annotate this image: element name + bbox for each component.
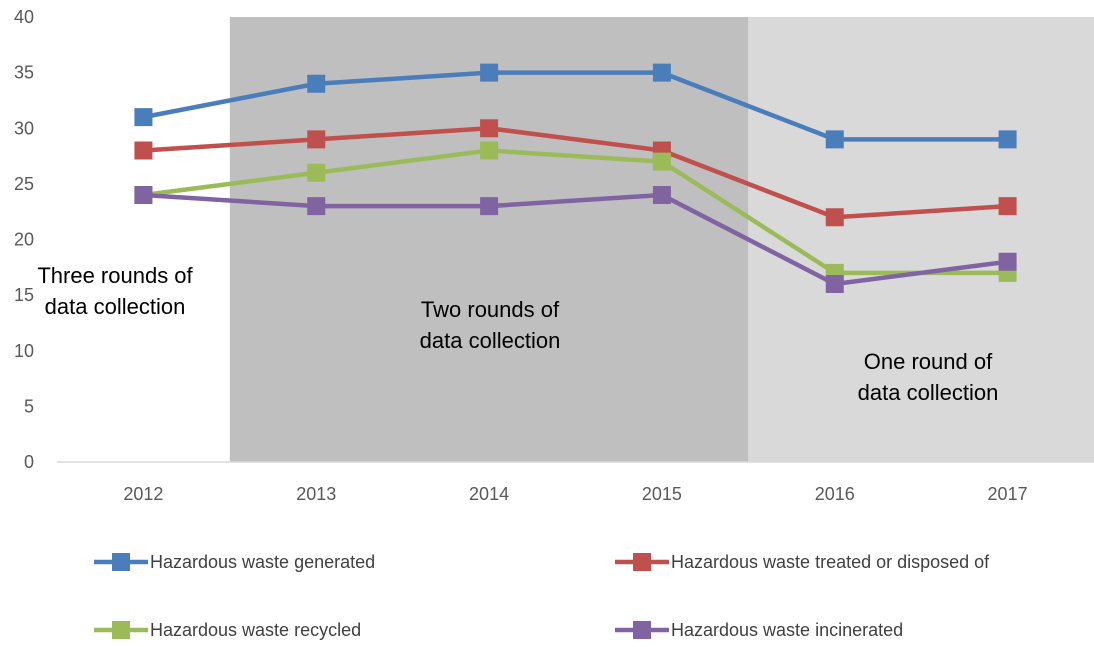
series-line — [143, 192, 1008, 287]
data-point — [480, 197, 499, 216]
x-tick-label-2012: 2012 — [123, 484, 163, 504]
x-tick-label-2016: 2016 — [815, 484, 855, 504]
data-point — [134, 186, 153, 204]
data-point — [825, 130, 844, 149]
data-point — [652, 63, 671, 82]
axis-layer: 0 5 10 15 20 25 30 35 40 2012 2013 2014 2015 2016 2017 — [14, 7, 1094, 504]
legend-item-4: Hazardous waste incinerated — [615, 620, 903, 640]
data-point — [998, 197, 1017, 216]
y-tick-label: 25 — [14, 174, 34, 194]
legend-marker — [112, 621, 130, 639]
data-point — [307, 163, 326, 182]
data-point — [480, 119, 499, 138]
y-tick-label: 20 — [14, 230, 34, 250]
series-layer — [134, 63, 1017, 293]
data-point — [480, 63, 499, 82]
legend-label: Hazardous waste generated — [150, 552, 375, 572]
data-point — [307, 130, 326, 149]
legend-label: Hazardous waste recycled — [150, 620, 361, 640]
data-point — [134, 141, 153, 160]
data-point — [825, 275, 844, 293]
data-point — [134, 108, 153, 127]
x-tick-label-2015: 2015 — [642, 484, 682, 504]
data-point — [307, 197, 326, 216]
data-point — [998, 130, 1017, 149]
y-tick-label: 10 — [14, 341, 34, 361]
band-annotation-2: Two rounds of data collection — [420, 297, 561, 353]
y-tick-label: 40 — [14, 7, 34, 27]
y-tick-label: 5 — [24, 396, 34, 416]
y-tick-label: 0 — [24, 452, 34, 472]
y-tick-label: 15 — [14, 285, 34, 305]
y-tick-label: 30 — [14, 118, 34, 138]
annotation-layer: Three rounds of data collection Two rounds… — [37, 263, 998, 405]
legend-item-3: Hazardous waste recycled — [94, 620, 361, 640]
data-point — [998, 252, 1017, 271]
legend: Hazardous waste generated Hazardous waste… — [94, 552, 990, 640]
series-1 — [134, 63, 1017, 149]
legend-label: Hazardous waste treated or disposed of — [671, 552, 990, 572]
series-line — [143, 148, 1008, 276]
legend-item-2: Hazardous waste treated or disposed of — [615, 552, 990, 572]
data-point — [307, 74, 326, 93]
data-point — [480, 141, 499, 160]
collection-band-1 — [57, 17, 230, 462]
series-line — [143, 126, 1008, 220]
data-point — [652, 152, 671, 171]
x-tick-label-2014: 2014 — [469, 484, 509, 504]
y-tick-label: 35 — [14, 63, 34, 83]
series-4 — [134, 186, 1017, 293]
data-point — [652, 186, 671, 204]
data-point — [825, 208, 844, 227]
legend-marker — [633, 553, 651, 571]
legend-item-1: Hazardous waste generated — [94, 552, 375, 572]
x-tick-label-2017: 2017 — [988, 484, 1028, 504]
legend-label: Hazardous waste incinerated — [671, 620, 903, 640]
collection-band-3 — [748, 17, 1094, 462]
band-annotation-1: Three rounds of data collection — [37, 263, 193, 319]
legend-marker — [112, 553, 130, 571]
series-line — [142, 70, 1008, 142]
legend-marker — [633, 621, 651, 639]
band-annotation-3: One round of data collection — [858, 349, 999, 405]
x-tick-label-2013: 2013 — [296, 484, 336, 504]
